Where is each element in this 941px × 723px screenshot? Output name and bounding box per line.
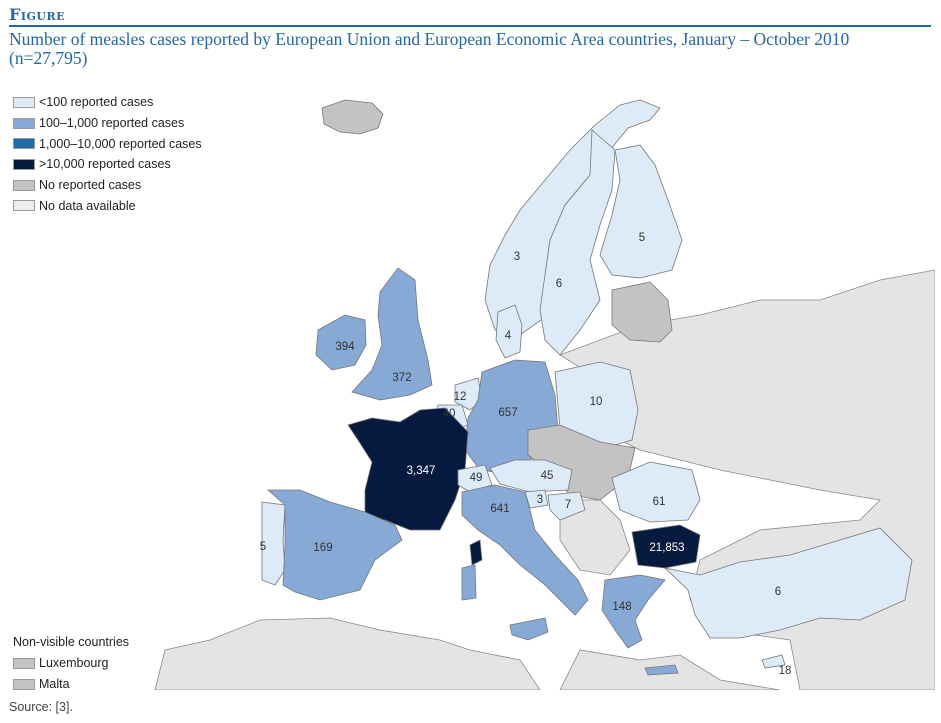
legend-label: 1,000–10,000 reported cases bbox=[39, 136, 202, 151]
legend-swatch bbox=[13, 657, 35, 669]
country-bulgaria bbox=[631, 524, 701, 569]
legend-swatch bbox=[13, 200, 35, 212]
country-austria bbox=[489, 459, 573, 493]
non-visible-item: Luxembourg bbox=[13, 653, 129, 674]
legend-label: <100 reported cases bbox=[39, 95, 154, 110]
label-finland: 5 bbox=[639, 232, 645, 244]
non-visible-item: Malta bbox=[13, 674, 129, 695]
legend-swatch bbox=[13, 179, 35, 191]
country-france bbox=[347, 407, 469, 531]
label-sweden: 6 bbox=[556, 278, 562, 290]
label-france: 3,347 bbox=[407, 465, 436, 477]
non-visible-countries: Non-visible countries Luxembourg Malta bbox=[13, 633, 129, 694]
map-title: Number of measles cases reported by Euro… bbox=[9, 29, 850, 68]
label-turkey: 6 bbox=[775, 586, 781, 598]
europe-map: 3 6 5 4 394 372 12 40 657 10 3,347 49 45… bbox=[0, 70, 935, 690]
label-germany: 657 bbox=[498, 407, 517, 419]
country-turkey bbox=[663, 527, 913, 639]
label-ireland: 394 bbox=[335, 341, 355, 353]
legend-item: 100–1,000 reported cases bbox=[13, 113, 202, 134]
country-ireland bbox=[315, 314, 367, 371]
legend-item: <100 reported cases bbox=[13, 92, 202, 113]
country-sardinia bbox=[461, 564, 477, 601]
source-note: Source: [3]. bbox=[9, 700, 73, 714]
label-uk: 372 bbox=[392, 372, 411, 384]
country-crete bbox=[644, 664, 679, 676]
country-cyprus bbox=[761, 654, 786, 669]
label-romania: 61 bbox=[653, 496, 666, 508]
country-denmark bbox=[495, 304, 523, 359]
label-slovenia: 3 bbox=[537, 494, 543, 506]
non-visible-label: Malta bbox=[39, 677, 70, 692]
country-croatia bbox=[547, 491, 586, 521]
legend-swatch bbox=[13, 96, 35, 108]
country-italy bbox=[461, 484, 589, 616]
label-poland: 10 bbox=[590, 396, 603, 408]
legend-swatch bbox=[13, 117, 35, 129]
title-rule bbox=[9, 25, 931, 27]
country-baltics bbox=[611, 281, 673, 343]
legend-label: >10,000 reported cases bbox=[39, 157, 171, 172]
label-portugal: 5 bbox=[260, 541, 266, 553]
label-spain: 169 bbox=[313, 542, 332, 554]
country-finland bbox=[599, 144, 683, 279]
case-labels: 3 6 5 4 394 372 12 40 657 10 3,347 49 45… bbox=[260, 232, 792, 677]
legend: <100 reported cases 100–1,000 reported c… bbox=[13, 92, 202, 216]
country-greece bbox=[601, 574, 666, 649]
label-greece: 148 bbox=[612, 601, 631, 613]
figure-label: Figure bbox=[9, 5, 66, 24]
legend-item: 1,000–10,000 reported cases bbox=[13, 133, 202, 154]
label-belgium: 40 bbox=[443, 408, 456, 420]
label-norway: 3 bbox=[514, 251, 520, 263]
legend-label: No reported cases bbox=[39, 178, 142, 193]
label-croatia: 7 bbox=[565, 499, 571, 511]
country-spain bbox=[266, 489, 403, 601]
legend-swatch bbox=[13, 138, 35, 150]
label-austria: 45 bbox=[541, 470, 554, 482]
legend-label: No data available bbox=[39, 198, 136, 213]
country-iceland bbox=[321, 99, 384, 135]
label-cyprus: 18 bbox=[779, 665, 792, 677]
label-bulgaria: 21,853 bbox=[649, 542, 684, 554]
label-switzerland: 49 bbox=[470, 472, 483, 484]
legend-item: No reported cases bbox=[13, 175, 202, 196]
country-sweden bbox=[539, 129, 616, 356]
country-romania bbox=[611, 461, 701, 523]
country-corsica bbox=[469, 539, 483, 566]
legend-swatch bbox=[13, 158, 35, 170]
legend-swatch bbox=[13, 678, 35, 690]
label-italy: 641 bbox=[490, 503, 509, 515]
label-netherlands: 12 bbox=[454, 391, 467, 403]
legend-item: >10,000 reported cases bbox=[13, 154, 202, 175]
legend-label: 100–1,000 reported cases bbox=[39, 116, 185, 131]
label-denmark: 4 bbox=[505, 330, 512, 342]
non-visible-title: Non-visible countries bbox=[13, 635, 130, 649]
country-sicily bbox=[509, 617, 549, 641]
legend-item: No data available bbox=[13, 195, 202, 216]
non-visible-label: Luxembourg bbox=[39, 656, 109, 671]
country-uk bbox=[351, 267, 433, 401]
